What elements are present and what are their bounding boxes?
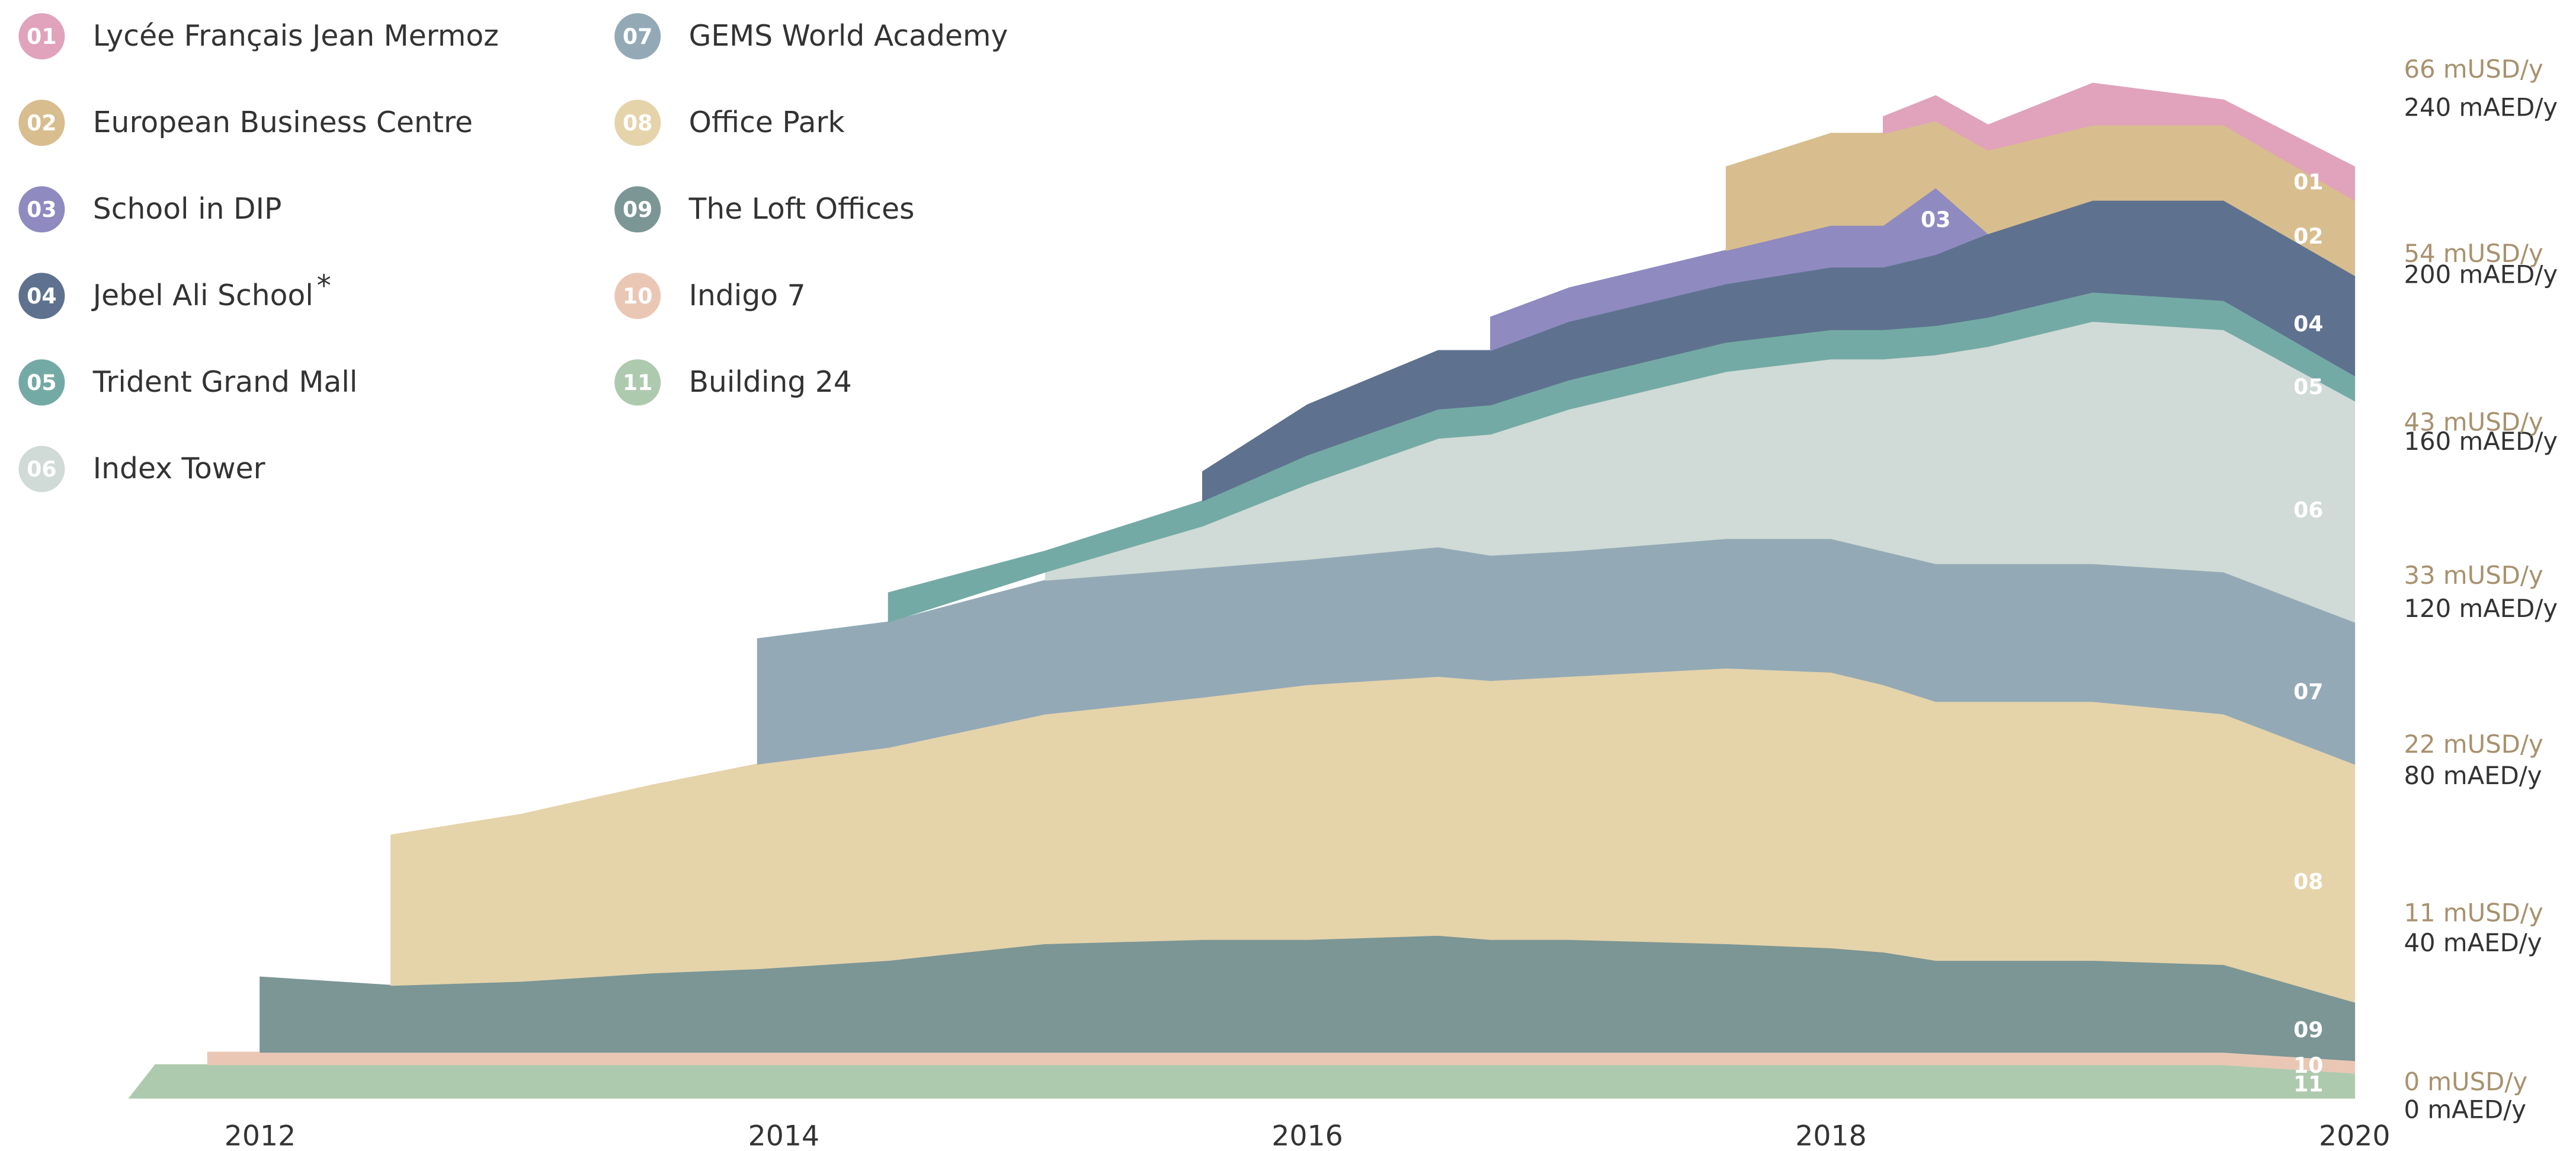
- legend-label: European Business Centre: [93, 106, 473, 139]
- series-id-label: 06: [2293, 497, 2323, 523]
- legend-label: The Loft Offices: [688, 193, 915, 226]
- y-tick-label: 120 mAED/y: [2404, 594, 2558, 623]
- x-tick-label: 2016: [1271, 1120, 1343, 1151]
- legend-label: Building 24: [689, 366, 852, 399]
- legend-label: GEMS World Academy: [689, 20, 1008, 53]
- y2-tick-label: 11 mUSD/y: [2404, 899, 2543, 928]
- legend-swatch: [614, 359, 661, 406]
- series-id-label: 01: [2293, 170, 2323, 195]
- legend-item: 04 Jebel Ali School *: [18, 269, 331, 319]
- legend-swatch: [614, 100, 661, 146]
- series-id-label: 04: [2293, 311, 2323, 337]
- legend-label: Lycée Français Jean Mermoz: [93, 20, 499, 53]
- y-tick-label: 240 mAED/y: [2404, 92, 2558, 122]
- series-id-label: 05: [2293, 374, 2323, 399]
- legend-item: 11 Building 24: [614, 359, 852, 406]
- area: [128, 1064, 2356, 1099]
- y2-tick-label: 54 mUSD/y: [2404, 239, 2543, 268]
- legend-id: 10: [623, 283, 652, 309]
- series-id-label: 10: [2293, 1053, 2323, 1078]
- y2-tick-label: 43 mUSD/y: [2404, 407, 2543, 436]
- y-tick-label: 40 mAED/y: [2404, 928, 2542, 957]
- legend-swatch: [614, 273, 661, 319]
- legend-id: 04: [27, 283, 56, 309]
- x-tick-label: 2020: [2319, 1120, 2391, 1151]
- legend-id: 08: [623, 110, 652, 136]
- area: [1883, 82, 2356, 202]
- legend-swatch: [614, 13, 661, 60]
- legend-label: Index Tower: [93, 452, 266, 485]
- series-id-label: 02: [2293, 223, 2323, 249]
- legend-id: 11: [623, 370, 652, 395]
- legend-label: Jebel Ali School: [91, 279, 313, 312]
- legend-item: 03 School in DIP: [18, 186, 282, 233]
- legend-item: 10 Indigo 7: [614, 273, 806, 319]
- y-tick-label: 200 mAED/y: [2404, 260, 2558, 289]
- y2-tick-label: 66 mUSD/y: [2404, 55, 2543, 84]
- legend-swatch: [614, 186, 661, 233]
- legend-id: 07: [623, 24, 652, 49]
- legend-id: 06: [27, 456, 56, 482]
- legend-swatch: [18, 100, 65, 146]
- series-id-label: 09: [2293, 1017, 2323, 1043]
- legend-item: 08 Office Park: [614, 100, 845, 146]
- legend-id: 05: [27, 370, 56, 395]
- legend-id: 03: [27, 197, 56, 222]
- legend-item: 07 GEMS World Academy: [614, 13, 1008, 60]
- y2-tick-label: 33 mUSD/y: [2404, 561, 2543, 590]
- legend-label: Office Park: [689, 106, 845, 139]
- series-id-label: 03: [1921, 207, 1950, 232]
- legend-swatch: [18, 186, 65, 233]
- x-tick-label: 2014: [748, 1120, 820, 1151]
- footnote-mark: *: [316, 269, 331, 302]
- y-tick-label: 0 mAED/y: [2404, 1095, 2526, 1124]
- legend-swatch: [18, 13, 65, 60]
- y-tick-label: 160 mAED/y: [2404, 427, 2558, 456]
- legend-swatch: [18, 446, 65, 493]
- x-tick-label: 2012: [225, 1120, 296, 1151]
- legend-label: Indigo 7: [689, 279, 806, 312]
- legend-id: 02: [27, 110, 56, 136]
- legend-item: 09 The Loft Offices: [614, 186, 915, 233]
- legend-id: 09: [623, 197, 652, 222]
- series-id-label: 11: [2293, 1072, 2323, 1097]
- legend-swatch: [18, 359, 65, 406]
- legend-label: School in DIP: [93, 193, 282, 226]
- legend-swatch: [18, 273, 65, 319]
- y-tick-label: 80 mAED/y: [2404, 761, 2542, 790]
- series-id-label: 07: [2293, 679, 2323, 704]
- x-tick-label: 2018: [1795, 1120, 1867, 1151]
- legend-item: 01 Lycée Français Jean Mermoz: [18, 13, 499, 60]
- legend-item: 06 Index Tower: [18, 446, 266, 493]
- legend-id: 01: [27, 24, 56, 49]
- y2-tick-label: 22 mUSD/y: [2404, 730, 2543, 759]
- legend-item: 05 Trident Grand Mall: [18, 359, 358, 406]
- series-id-label: 08: [2293, 869, 2323, 894]
- legend-item: 02 European Business Centre: [18, 100, 473, 146]
- legend-label: Trident Grand Mall: [92, 366, 358, 399]
- y2-tick-label: 0 mUSD/y: [2404, 1067, 2527, 1096]
